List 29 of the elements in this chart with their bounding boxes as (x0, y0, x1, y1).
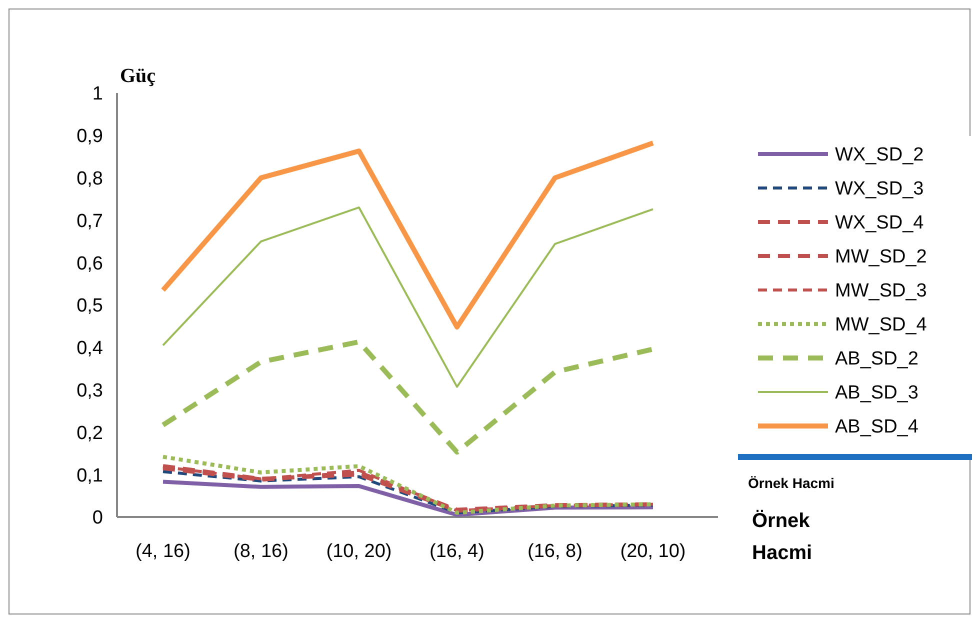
y-axis-title: Güç (120, 65, 156, 87)
y-tick-label: 0 (92, 508, 103, 529)
text: Örnek Hacmi (748, 475, 834, 491)
x-tick-label: (16, 4) (430, 541, 484, 562)
y-tick-label: 0,6 (76, 253, 103, 274)
legend-label: WX_SD_2 (835, 144, 924, 166)
y-tick-label: 0,7 (76, 210, 103, 232)
legend-label: WX_SD_4 (835, 212, 924, 234)
legend-label: MW_SD_3 (835, 280, 927, 302)
legend-label: WX_SD_3 (835, 178, 924, 200)
y-tick-label: 1 (92, 84, 103, 105)
legend-label: MW_SD_2 (835, 246, 927, 268)
x-tick-label: (16, 8) (528, 541, 582, 562)
x-tick-label: (10, 20) (326, 541, 392, 562)
x-tick-label: (4, 16) (136, 541, 190, 562)
legend-label: AB_SD_2 (835, 348, 918, 370)
y-tick-label: 0,1 (76, 465, 103, 486)
y-tick-label: 0,3 (76, 380, 103, 402)
legend-label: AB_SD_4 (835, 416, 919, 438)
legend-label: AB_SD_3 (835, 382, 918, 404)
y-tick-label: 0,4 (76, 338, 104, 360)
y-tick-label: 0,2 (76, 422, 103, 444)
y-tick-label: 0,5 (76, 296, 103, 317)
legend-label: MW_SD_4 (835, 314, 928, 336)
y-tick-label: 0,8 (76, 168, 103, 190)
x-tick-label: (20, 10) (620, 541, 686, 562)
x-axis-title: Örnek Hacmi (752, 509, 812, 564)
x-tick-label: (8, 16) (234, 541, 288, 562)
y-tick-label: 0,9 (76, 126, 103, 148)
